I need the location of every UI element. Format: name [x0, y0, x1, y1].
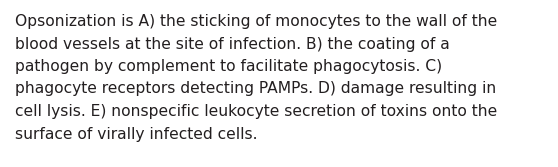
Text: Opsonization is A) the sticking of monocytes to the wall of the: Opsonization is A) the sticking of monoc… — [15, 14, 497, 29]
Text: blood vessels at the site of infection. B) the coating of a: blood vessels at the site of infection. … — [15, 37, 450, 51]
Text: surface of virally infected cells.: surface of virally infected cells. — [15, 126, 257, 141]
Text: cell lysis. E) nonspecific leukocyte secretion of toxins onto the: cell lysis. E) nonspecific leukocyte sec… — [15, 104, 497, 119]
Text: phagocyte receptors detecting PAMPs. D) damage resulting in: phagocyte receptors detecting PAMPs. D) … — [15, 81, 496, 97]
Text: pathogen by complement to facilitate phagocytosis. C): pathogen by complement to facilitate pha… — [15, 59, 442, 74]
